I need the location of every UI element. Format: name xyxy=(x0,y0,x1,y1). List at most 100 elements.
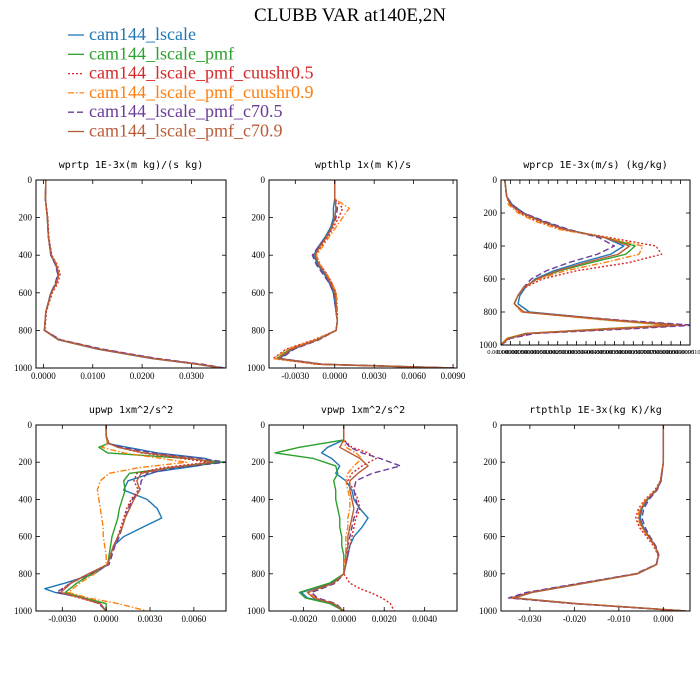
series-line-4 xyxy=(43,180,223,368)
x-tick-label: 0.0000090 xyxy=(657,349,685,356)
x-tick-label: 0.0000055 xyxy=(591,349,619,356)
legend-label-2: cam144_lscale_pmf xyxy=(89,43,234,63)
y-tick-label: 400 xyxy=(484,494,498,504)
legend-label-3: cam144_lscale_pmf_cuushr0.5 xyxy=(89,63,313,83)
x-tick-label: 0.0000025 xyxy=(534,349,562,356)
series-line-1 xyxy=(43,180,222,368)
series-line-2 xyxy=(513,425,686,611)
y-tick-label: 400 xyxy=(484,241,498,251)
x-tick-label: 0.0000005 xyxy=(497,349,525,356)
x-tick-label: 0.0000080 xyxy=(638,349,666,356)
y-tick-label: 0 xyxy=(493,175,498,185)
y-tick-label: 200 xyxy=(484,208,498,218)
y-tick-label: 600 xyxy=(484,532,498,542)
panel-title: vpwp 1xm^2/s^2 xyxy=(321,405,405,416)
y-tick-label: 600 xyxy=(19,532,33,542)
panel-4: upwp 1xm^2/s^2 0 200 400 600 800 1000 -0.0030 0.… xyxy=(14,405,227,624)
x-tick-label: 0.0000050 xyxy=(582,349,610,356)
y-tick-label: 800 xyxy=(484,569,498,579)
panel-title: wprtp 1E-3x(m kg)/(s kg) xyxy=(59,160,204,171)
series-line-3 xyxy=(510,425,686,611)
plot-frame xyxy=(268,179,458,369)
plot-frame xyxy=(500,424,691,612)
x-tick-label: 0.0000070 xyxy=(619,349,647,356)
x-tick-label: 0.0000000 xyxy=(487,349,515,356)
y-tick-label: 800 xyxy=(252,325,266,335)
series-line-6 xyxy=(306,425,369,611)
plot-frame xyxy=(268,424,458,612)
x-tick-label: 0.0200 xyxy=(130,371,155,381)
x-tick-label: 0.0300 xyxy=(179,371,204,381)
y-tick-label: 400 xyxy=(19,494,33,504)
panel-title: wprcp 1E-3x(m/s) (kg/kg) xyxy=(523,160,668,171)
plot-frame xyxy=(35,179,227,369)
y-tick-label: 800 xyxy=(19,569,33,579)
x-tick-label: -0.0030 xyxy=(48,614,76,624)
panel-2: wpthlp 1x(m K)/s 0 200 400 600 800 1000 -0.0030… xyxy=(247,160,466,381)
y-tick-label: 1000 xyxy=(247,606,266,616)
series-line-6 xyxy=(513,425,686,611)
x-tick-label: 0.0090 xyxy=(441,371,466,381)
x-tick-label: 0.0000 xyxy=(322,371,347,381)
y-tick-label: 800 xyxy=(484,307,498,317)
x-tick-label: 0.0000030 xyxy=(544,349,572,356)
x-tick-label: 0.0000020 xyxy=(525,349,553,356)
panel-6: rtpthlp 1E-3x(kg K)/kg 0 200 400 600 800 1000 -… xyxy=(479,405,691,624)
y-tick-label: 200 xyxy=(19,213,33,223)
series-line-2 xyxy=(43,180,223,368)
y-tick-label: 200 xyxy=(484,457,498,467)
x-tick-label: -0.0020 xyxy=(289,614,317,624)
series-line-2 xyxy=(276,180,452,368)
y-tick-label: 200 xyxy=(19,457,33,467)
panel-title: wpthlp 1x(m K)/s xyxy=(315,160,411,171)
x-tick-label: 0.0000 xyxy=(331,614,356,624)
y-tick-label: 400 xyxy=(252,250,266,260)
series-line-3 xyxy=(272,180,451,368)
y-tick-label: 0 xyxy=(493,420,498,430)
series-line-2 xyxy=(274,425,345,611)
x-tick-label: 0.000 xyxy=(653,614,674,624)
y-tick-label: 600 xyxy=(252,532,266,542)
series-line-3 xyxy=(44,180,224,368)
main-title: CLUBB VAR at140E,2N xyxy=(254,5,446,26)
series-line-5 xyxy=(310,425,402,611)
y-tick-label: 800 xyxy=(252,569,266,579)
y-tick-label: 600 xyxy=(252,288,266,298)
series-line-5 xyxy=(43,180,226,368)
x-tick-label: 0.0030 xyxy=(362,371,387,381)
x-tick-label: 0.0000065 xyxy=(610,349,638,356)
y-tick-label: 400 xyxy=(252,494,266,504)
series-line-2 xyxy=(64,425,224,611)
x-tick-label: 0.0060 xyxy=(181,614,206,624)
series-line-6 xyxy=(277,180,452,368)
x-tick-label: 0.0000095 xyxy=(667,349,695,356)
y-tick-label: 0 xyxy=(28,420,33,430)
panels: wprtp 1E-3x(m kg)/(s kg) 0 200 400 600 800 100… xyxy=(14,160,700,624)
series-line-5 xyxy=(280,180,455,368)
x-tick-label: -0.020 xyxy=(563,614,587,624)
series-line-4 xyxy=(67,425,188,611)
series-line-5 xyxy=(507,425,686,611)
legend-label-5: cam144_lscale_pmf_c70.5 xyxy=(89,101,282,121)
x-tick-label: -0.030 xyxy=(518,614,542,624)
x-tick-label: 0.0040 xyxy=(412,614,437,624)
y-tick-label: 1000 xyxy=(14,606,33,616)
y-tick-label: 1000 xyxy=(479,340,498,350)
x-tick-label: 0.0000045 xyxy=(572,349,600,356)
legend-label-6: cam144_lscale_pmf_c70.9 xyxy=(89,121,282,141)
x-tick-label: 0.0030 xyxy=(138,614,163,624)
x-tick-label: 0.0000060 xyxy=(601,349,629,356)
series-line-6 xyxy=(501,180,680,345)
panel-title: rtpthlp 1E-3x(kg K)/kg xyxy=(529,405,661,416)
panel-3: wprcp 1E-3x(m/s) (kg/kg) 0 200 400 600 800 100… xyxy=(479,160,700,356)
series-line-1 xyxy=(278,180,454,368)
x-tick-label: 0.0000035 xyxy=(553,349,581,356)
y-tick-label: 0 xyxy=(261,175,266,185)
plot-frame xyxy=(500,179,691,346)
series-line-5 xyxy=(501,180,690,345)
series-line-5 xyxy=(55,425,226,611)
series-line-3 xyxy=(343,425,395,611)
series-line-6 xyxy=(43,180,222,368)
series-line-1 xyxy=(511,425,686,611)
